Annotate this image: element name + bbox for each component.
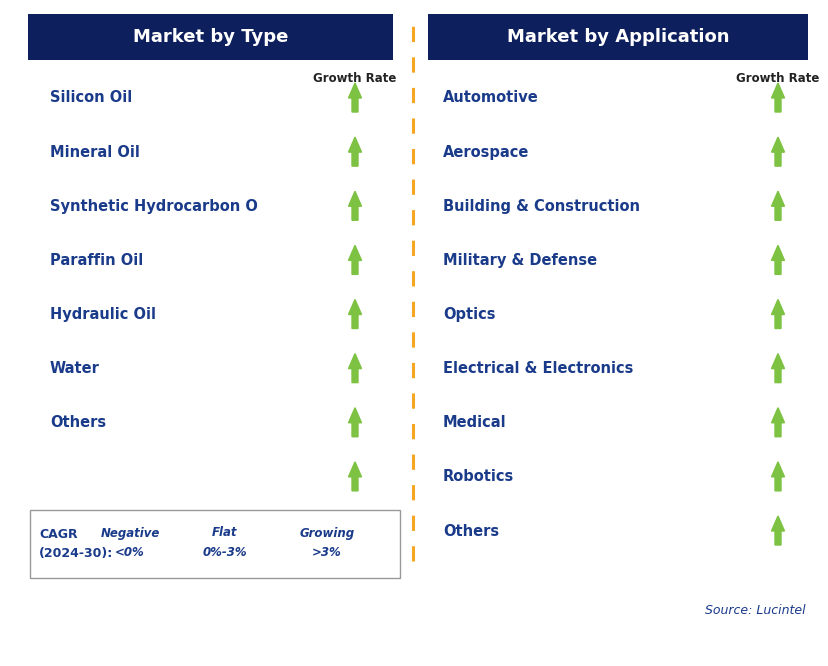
Polygon shape: [771, 408, 783, 437]
Polygon shape: [348, 83, 361, 112]
Polygon shape: [771, 245, 783, 274]
Polygon shape: [348, 300, 361, 328]
Text: >3%: >3%: [312, 547, 341, 559]
Polygon shape: [771, 354, 783, 383]
Polygon shape: [348, 408, 361, 437]
Text: Medical: Medical: [442, 415, 506, 430]
Polygon shape: [348, 191, 361, 220]
Text: Automotive: Automotive: [442, 91, 538, 105]
FancyBboxPatch shape: [427, 14, 807, 60]
Text: Growth Rate: Growth Rate: [313, 71, 397, 85]
Polygon shape: [348, 245, 361, 274]
Polygon shape: [348, 516, 361, 545]
Polygon shape: [771, 83, 783, 112]
Text: Hydraulic Oil: Hydraulic Oil: [50, 307, 156, 322]
Polygon shape: [359, 531, 370, 556]
Text: CAGR: CAGR: [39, 529, 78, 541]
Text: Paraffin Oil: Paraffin Oil: [50, 253, 143, 268]
Text: Market by Type: Market by Type: [132, 28, 288, 46]
Text: Military & Defense: Military & Defense: [442, 253, 596, 268]
Text: <0%: <0%: [115, 547, 145, 559]
Polygon shape: [156, 532, 167, 557]
Polygon shape: [348, 354, 361, 383]
Text: 0%-3%: 0%-3%: [202, 547, 247, 559]
Polygon shape: [771, 191, 783, 220]
Text: Electrical & Electronics: Electrical & Electronics: [442, 361, 633, 376]
Text: Negative: Negative: [100, 527, 160, 539]
Polygon shape: [771, 462, 783, 491]
Text: Synthetic Hydrocarbon O: Synthetic Hydrocarbon O: [50, 198, 258, 214]
Polygon shape: [247, 537, 279, 551]
Text: Mineral Oil: Mineral Oil: [50, 145, 140, 160]
Polygon shape: [348, 137, 361, 166]
Polygon shape: [348, 462, 361, 491]
Text: Silicon Oil: Silicon Oil: [50, 91, 132, 105]
Text: Others: Others: [50, 415, 106, 430]
FancyBboxPatch shape: [28, 14, 392, 60]
Text: Source: Lucintel: Source: Lucintel: [705, 605, 805, 617]
Text: Water: Water: [50, 361, 99, 376]
Text: Robotics: Robotics: [442, 470, 513, 484]
Polygon shape: [771, 137, 783, 166]
Text: Flat: Flat: [212, 527, 238, 539]
Text: Optics: Optics: [442, 307, 495, 322]
Text: Growth Rate: Growth Rate: [735, 71, 819, 85]
Polygon shape: [771, 300, 783, 328]
FancyBboxPatch shape: [30, 510, 400, 578]
Polygon shape: [771, 516, 783, 545]
Text: Aerospace: Aerospace: [442, 145, 529, 160]
Text: (2024-30):: (2024-30):: [39, 547, 113, 559]
Text: Others: Others: [442, 523, 498, 539]
Text: Market by Application: Market by Application: [506, 28, 729, 46]
Text: Growing: Growing: [299, 527, 354, 539]
Text: Building & Construction: Building & Construction: [442, 198, 639, 214]
